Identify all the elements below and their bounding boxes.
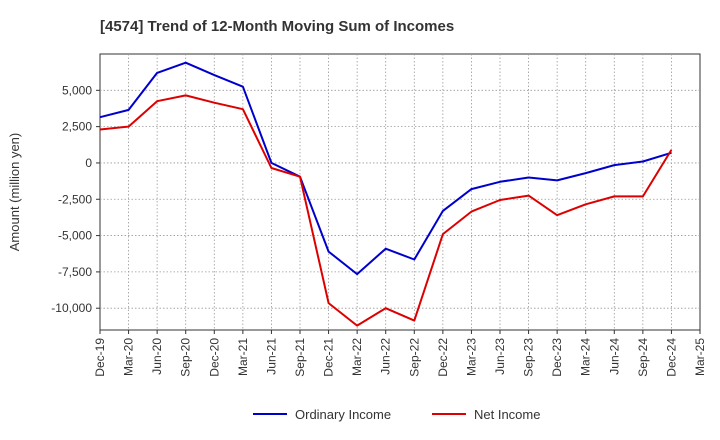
x-tick-label: Dec-19	[93, 338, 107, 377]
chart-title: [4574] Trend of 12-Month Moving Sum of I…	[100, 18, 454, 35]
x-tick-label: Dec-22	[436, 338, 450, 377]
y-tick-label: -5,000	[58, 229, 92, 243]
x-tick-label: Mar-23	[464, 338, 478, 376]
y-tick-label: -2,500	[58, 192, 92, 206]
y-tick-label: -10,000	[51, 301, 92, 315]
series-line-1	[99, 94, 673, 327]
x-tick-label: Dec-20	[207, 338, 221, 377]
x-tick-label: Mar-20	[122, 338, 136, 376]
legend: Ordinary Income Net Income	[253, 407, 540, 422]
x-tick-label: Sep-21	[293, 338, 307, 377]
x-tick-label: Jun-20	[150, 338, 164, 375]
x-tick-label: Sep-22	[407, 338, 421, 377]
plot-area: 5,000 2,500 0 -2,500 -5,000 -7,500 -10,000 Dec-…	[51, 53, 707, 377]
x-tick-label: Jun-24	[607, 338, 621, 375]
x-tick-label: Mar-21	[236, 338, 250, 376]
x-tick-label: Jun-22	[379, 338, 393, 375]
y-axis-label: Amount (million yen)	[7, 133, 22, 252]
plot-frame	[99, 53, 701, 331]
y-tick-label: 0	[85, 156, 92, 170]
y-tick-label: -7,500	[58, 265, 92, 279]
x-tick-label: Sep-23	[522, 338, 536, 377]
legend-label-1: Net Income	[474, 407, 540, 422]
x-tick-label: Jun-23	[493, 338, 507, 375]
x-tick-label: Dec-24	[664, 338, 678, 377]
x-tick-label: Jun-21	[264, 338, 278, 375]
x-tick-label: Dec-23	[550, 338, 564, 377]
x-tick-label: Mar-24	[579, 338, 593, 376]
x-tick-label: Sep-24	[636, 338, 650, 377]
x-tick-label: Mar-22	[350, 338, 364, 376]
series-line-0	[99, 61, 672, 276]
x-tick-label: Mar-25	[693, 338, 707, 376]
x-tick-label: Dec-21	[322, 338, 336, 377]
legend-label-0: Ordinary Income	[295, 407, 391, 422]
y-tick-label: 5,000	[62, 83, 92, 97]
x-tick-label: Sep-20	[179, 338, 193, 377]
y-tick-label: 2,500	[62, 120, 92, 134]
